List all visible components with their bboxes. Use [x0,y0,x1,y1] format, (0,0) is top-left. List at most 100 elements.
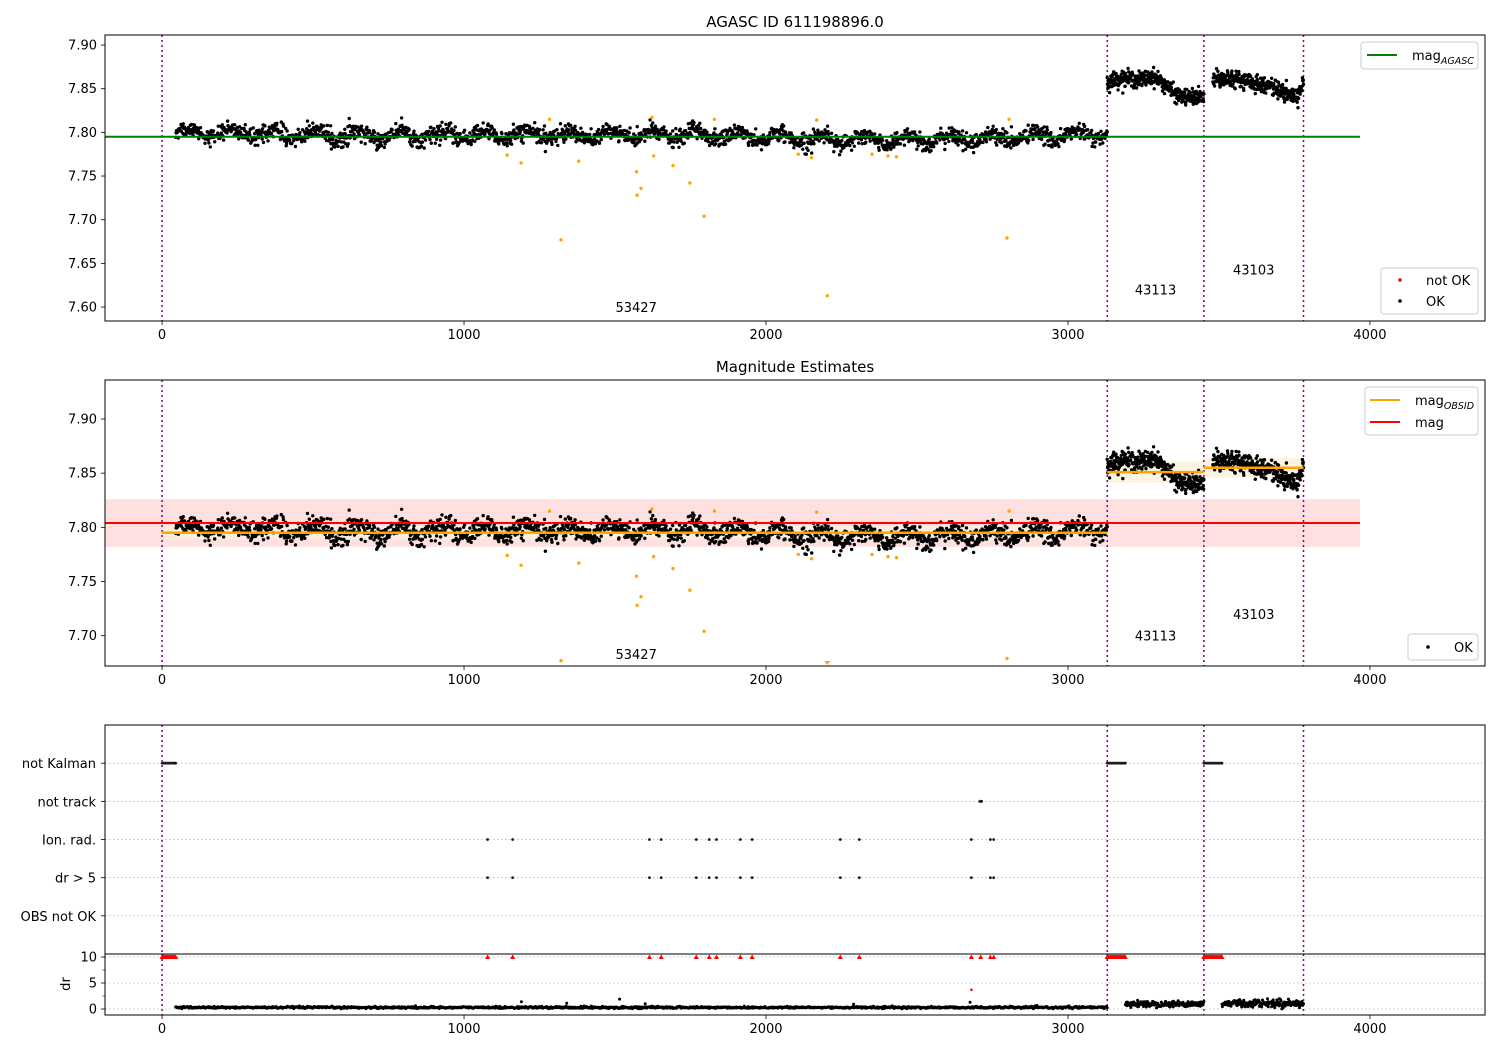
est-ok-point [247,525,251,530]
mag-ok-point [916,144,920,148]
mag-ok-point [1116,74,1120,79]
mag-ok-point [233,123,237,127]
mag-ok-point [263,124,267,128]
mag-ok-point [322,124,326,128]
est-ok-point [259,524,263,528]
mag-ok-point [754,127,758,131]
mag-ok-point [544,131,548,135]
mag-ok-point [1284,78,1289,83]
est-ok-point [995,541,999,545]
est-ok-point [539,538,544,542]
est-ok-point [850,538,855,542]
mag-ok-point [778,132,782,136]
mag-x-tick-label: 3000 [1051,328,1084,343]
mag-ok-point [1058,126,1063,131]
mag-ok-point [706,139,710,144]
est-ok-point [566,525,570,529]
mag-ok-point [804,152,808,156]
mag-ok-point [1255,73,1260,77]
est-ok-point [203,539,207,543]
est-ok-point [1082,518,1087,522]
mag-ok-point [428,137,432,142]
est-ok-point [860,539,864,544]
mag-ok-point [394,121,398,126]
mag-ok-point [481,121,485,125]
est-ok-point [237,518,242,523]
mag-ok-point [749,132,753,136]
mag-ok-point [426,129,431,134]
mag-ok-point [643,139,647,143]
mag-ok-point [956,143,960,147]
mag-ok-point [290,141,294,146]
est-ok-point [336,543,340,547]
mag-ok-point [1196,84,1201,89]
est-ok-point [876,533,880,537]
mag-ok-point [246,138,251,142]
est-ok-point [855,526,860,530]
mag-ok-point [652,128,656,132]
est-ok-point [632,537,636,542]
est-ok-point [725,526,729,531]
mag-ok-point [692,120,696,125]
mag-not-ok-point [712,117,717,122]
est-ok-point [593,539,598,543]
est-ok-point [213,537,217,541]
mag-x-tick-label: 4000 [1353,328,1386,343]
mag-ok-point [840,138,844,143]
mag-ok-point [533,121,537,125]
est-ok-point [486,515,490,519]
mag-ok-point [981,140,985,145]
est-ok-point [474,528,479,533]
mag-ok-point [711,139,715,144]
mag-ok-point [198,126,203,130]
mag-ok-point [662,125,666,129]
mag-ok-point [639,137,643,141]
mag-ok-point [862,128,867,133]
est-ok-point [870,527,874,532]
est-ok-point [573,518,577,522]
est-ok-point [601,518,605,522]
est-ok-point [984,534,988,538]
mag-ok-point [1237,72,1241,77]
est-ok-point [548,526,552,530]
mag-ok-point [602,132,607,137]
est-ok-point [991,518,995,522]
mag-ok-point [300,140,304,144]
mag-ok-point [999,141,1004,145]
mag-ok-point [1090,144,1094,149]
mag-ok-point [292,138,296,143]
mag-not-ok-point [635,193,639,197]
mag-ok-point [1119,72,1124,77]
est-ok-point [927,534,931,538]
mag-ok-point [243,123,247,127]
mag-ok-point [891,138,895,142]
mag-ok-point [984,140,989,144]
est-ok-point [1062,534,1067,538]
est-ok-point [265,528,270,532]
est-ok-point [971,538,975,542]
est-ok-point [1013,537,1018,541]
est-ok-point [692,513,696,517]
mag-y-tick-label: 7.65 [68,257,97,272]
est-ok-point [1098,540,1102,544]
est-ok-point [1094,537,1098,542]
est-ok-point [325,516,330,521]
mag-ok-point [256,143,260,147]
est-ok-point [801,546,805,550]
est-ok-point [192,516,196,520]
mag-ok-point [793,137,797,142]
mag-ok-point [330,131,334,136]
est-ok-point [858,527,862,531]
mag-ok-point [1181,98,1185,103]
mag-ok-point [915,147,919,151]
mag-ok-point [993,130,998,135]
mag-ok-point [539,141,544,145]
est-ok-point [881,535,885,539]
mag-ok-point [957,130,961,134]
mag-ok-point [984,137,988,141]
mag-ok-point [469,142,473,147]
est-ok-point [341,543,345,548]
mag-ok-point [363,142,367,146]
est-ok-point [932,543,936,547]
